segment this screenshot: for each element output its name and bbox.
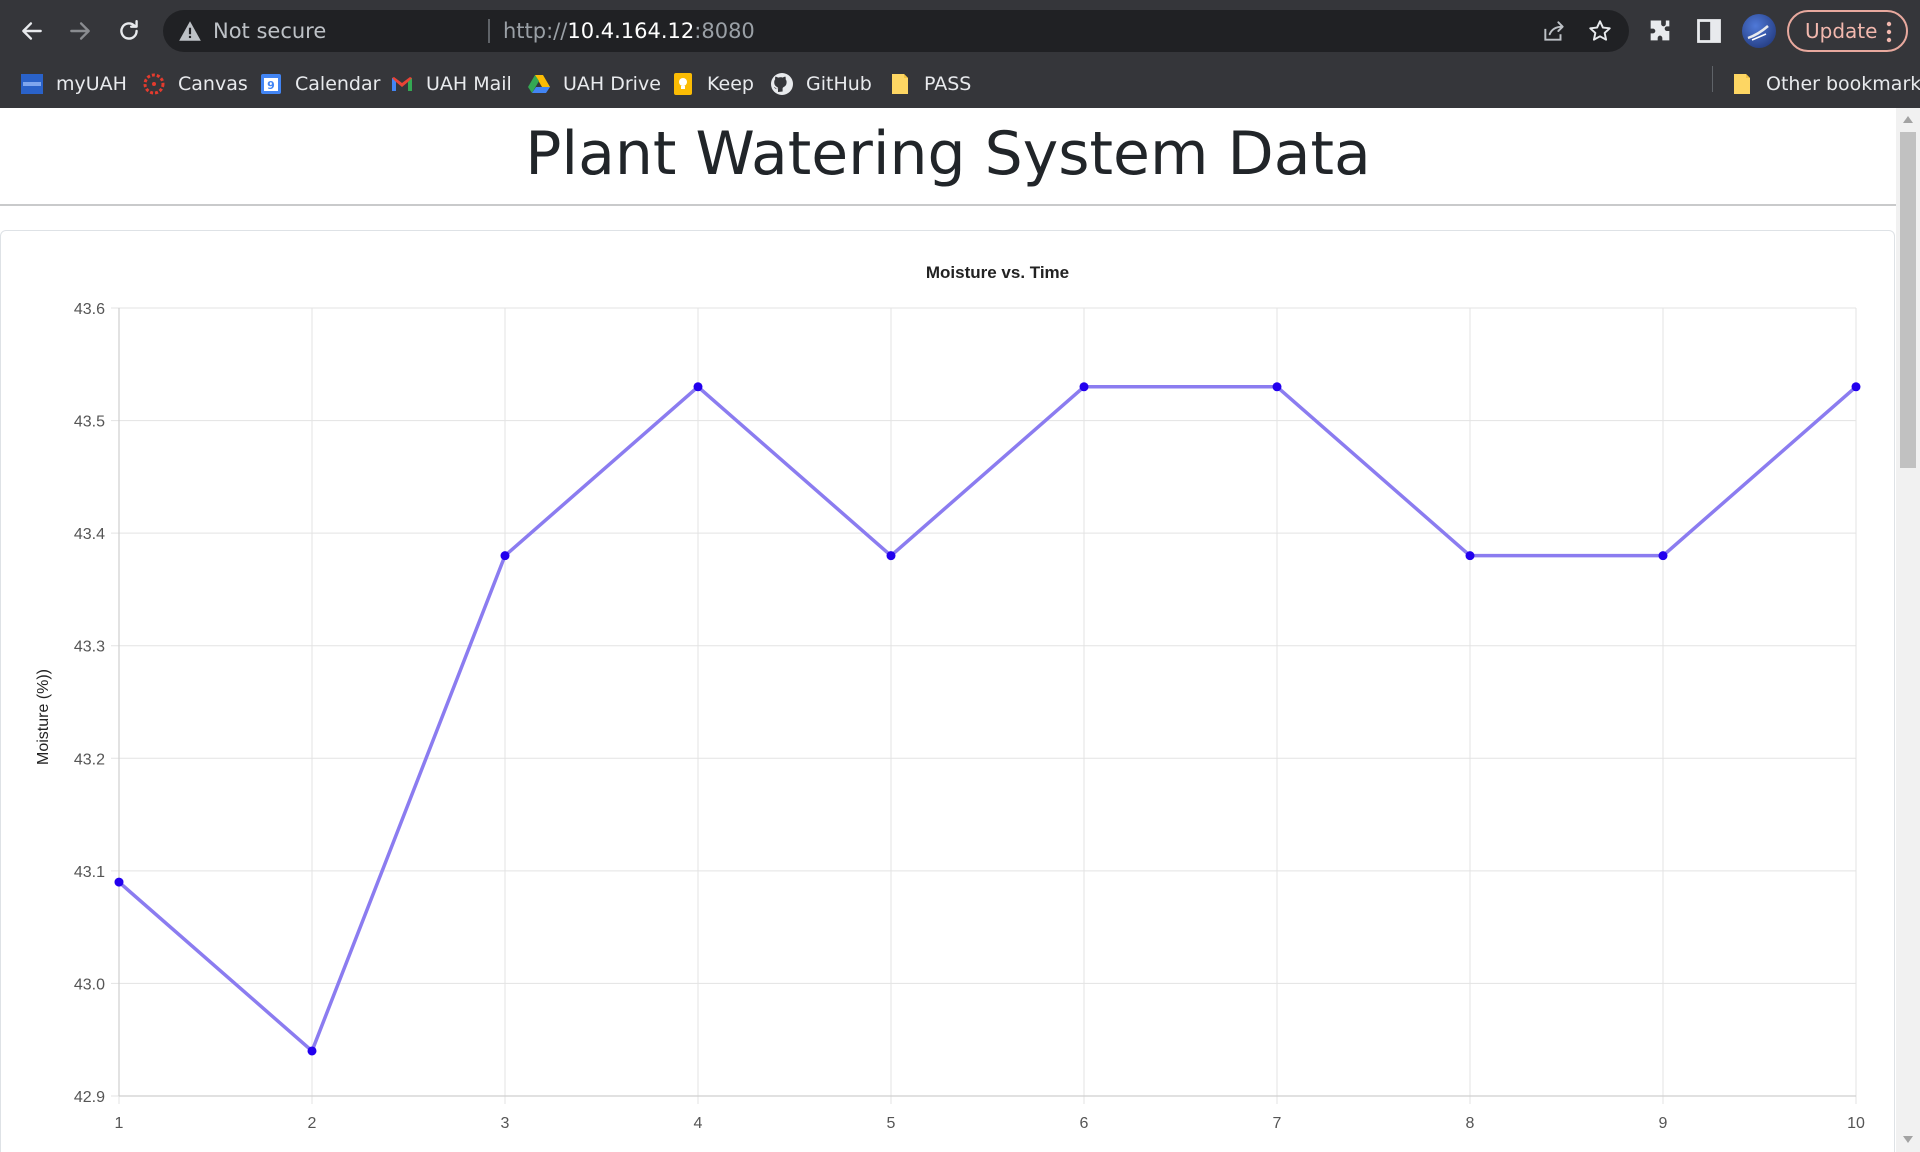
calendar-day: 9 — [267, 79, 275, 92]
x-tick-label: 9 — [1659, 1115, 1668, 1132]
chart-title: Moisture vs. Time — [926, 263, 1069, 282]
data-point — [500, 551, 510, 561]
calendar-icon: 9 — [261, 74, 281, 94]
address-bar[interactable]: Not secure http://10.4.164.12:8080 — [163, 10, 1629, 52]
series-line — [117, 385, 1858, 1053]
bookmark-label: UAH Mail — [426, 73, 512, 95]
y-tick-label: 43.1 — [74, 864, 105, 881]
browser-toolbar: Not secure http://10.4.164.12:8080 Updat… — [0, 0, 1920, 61]
arrow-right-icon — [70, 22, 90, 40]
data-point — [1079, 382, 1089, 392]
data-point — [1272, 382, 1282, 392]
scroll-thumb[interactable] — [1900, 132, 1916, 468]
scroll-up-arrow[interactable] — [1903, 116, 1913, 123]
bookmark-label: GitHub — [806, 73, 872, 95]
extensions-icon[interactable] — [1646, 17, 1674, 45]
url-scheme: http:// — [503, 19, 568, 43]
star-icon[interactable] — [1587, 18, 1613, 44]
x-tick-label: 1 — [115, 1115, 124, 1132]
share-icon[interactable] — [1541, 18, 1567, 44]
y-tick-label: 43.5 — [74, 414, 105, 431]
arrow-left-icon — [22, 22, 42, 40]
x-tick-label: 6 — [1080, 1115, 1089, 1132]
forward-button[interactable] — [61, 12, 99, 50]
warning-icon[interactable] — [177, 18, 203, 44]
data-point — [307, 1046, 317, 1056]
page-title: Plant Watering System Data — [525, 119, 1371, 189]
data-point — [1658, 551, 1668, 561]
y-tick-label: 43.3 — [74, 639, 105, 656]
bookmark-label: Calendar — [295, 73, 381, 95]
x-tick-label: 4 — [694, 1115, 703, 1132]
data-point — [886, 551, 896, 561]
bookmark-uah-drive[interactable]: UAH Drive — [527, 66, 661, 102]
bookmark-label: UAH Drive — [563, 73, 661, 95]
canvas-icon — [143, 73, 165, 95]
url-host: 10.4.164.12 — [567, 19, 695, 43]
url-port: :8080 — [694, 19, 755, 43]
x-tick-label: 7 — [1273, 1115, 1282, 1132]
browser-chrome: Not secure http://10.4.164.12:8080 Updat… — [0, 0, 1920, 108]
gmail-icon — [392, 77, 412, 91]
x-tick-label: 3 — [501, 1115, 510, 1132]
avatar-image-icon — [1747, 25, 1769, 41]
page-scrollbar[interactable] — [1896, 108, 1920, 1152]
profile-avatar[interactable] — [1742, 14, 1776, 48]
bookmark-label: Canvas — [178, 73, 248, 95]
back-button[interactable] — [13, 12, 51, 50]
security-label[interactable]: Not secure — [213, 19, 327, 43]
bookmark-canvas[interactable]: Canvas — [142, 66, 248, 102]
y-axis-label: Moisture (%)) — [35, 669, 52, 765]
y-tick-label: 43.4 — [74, 526, 105, 543]
bookmark-github[interactable]: GitHub — [770, 66, 872, 102]
other-bookmarks[interactable]: Other bookmarks — [1730, 66, 1920, 102]
bookmark-label: myUAH — [56, 73, 127, 95]
omnibox-divider — [488, 19, 490, 43]
bookmarks-bar: myUAH Canvas 9 Calendar UAH Mail UAH Dri… — [0, 61, 1920, 108]
data-point — [1465, 551, 1475, 561]
update-button[interactable]: Update — [1787, 10, 1908, 52]
drive-icon — [528, 75, 550, 93]
bookmark-myuah[interactable]: myUAH — [20, 66, 127, 102]
other-bookmarks-label: Other bookmarks — [1766, 73, 1920, 95]
bookmark-label: PASS — [924, 73, 972, 95]
y-tick-label: 43.0 — [74, 976, 105, 993]
side-panel-icon[interactable] — [1695, 17, 1723, 45]
more-vert-icon — [1886, 21, 1892, 43]
data-point — [1851, 382, 1861, 392]
reload-icon — [120, 20, 138, 40]
myuah-icon — [21, 74, 43, 94]
update-label: Update — [1805, 19, 1878, 43]
bookmarks-separator — [1712, 66, 1713, 92]
horizontal-rule — [0, 204, 1896, 206]
bookmark-uah-mail[interactable]: UAH Mail — [390, 66, 512, 102]
bookmark-pass[interactable]: PASS — [888, 66, 971, 102]
y-tick-label: 43.2 — [74, 751, 105, 768]
x-tick-label: 10 — [1847, 1115, 1865, 1132]
bookmark-label: Keep — [707, 73, 754, 95]
data-point — [114, 877, 124, 887]
x-tick-label: 5 — [887, 1115, 896, 1132]
y-tick-label: 42.9 — [74, 1089, 105, 1106]
chart-card: Moisture vs. Time 42.9 43.0 43.1 43.2 43.3 43.… — [0, 230, 1895, 1152]
x-tick-label: 8 — [1466, 1115, 1475, 1132]
folder-icon — [1734, 74, 1750, 94]
github-icon — [771, 73, 793, 95]
bookmark-calendar[interactable]: 9 Calendar — [259, 66, 380, 102]
folder-icon — [892, 74, 908, 94]
moisture-chart: Moisture vs. Time 42.9 43.0 43.1 43.2 43.3 43.… — [35, 263, 1865, 1132]
scroll-down-arrow[interactable] — [1903, 1136, 1913, 1143]
y-tick-label: 43.6 — [74, 301, 105, 318]
reload-button[interactable] — [110, 12, 148, 50]
x-tick-label: 2 — [308, 1115, 317, 1132]
keep-icon — [674, 73, 692, 95]
url-text[interactable]: http://10.4.164.12:8080 — [503, 19, 755, 43]
bookmark-keep[interactable]: Keep — [671, 66, 754, 102]
data-point — [693, 382, 703, 392]
page-content: Plant Watering System Data Moisture vs. … — [0, 108, 1896, 1152]
